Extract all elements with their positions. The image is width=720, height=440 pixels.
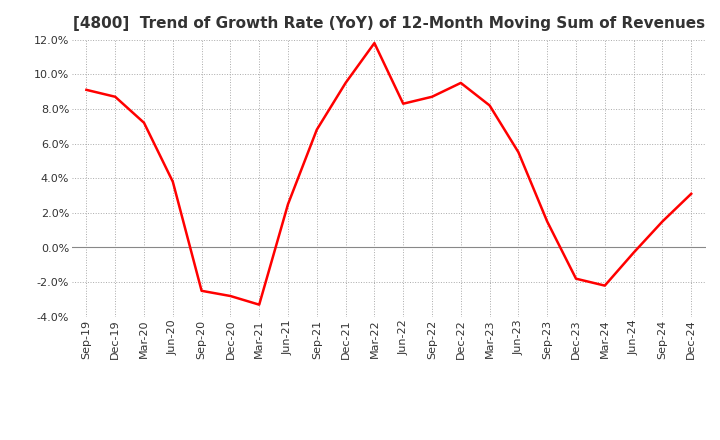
Title: [4800]  Trend of Growth Rate (YoY) of 12-Month Moving Sum of Revenues: [4800] Trend of Growth Rate (YoY) of 12-… (73, 16, 705, 32)
